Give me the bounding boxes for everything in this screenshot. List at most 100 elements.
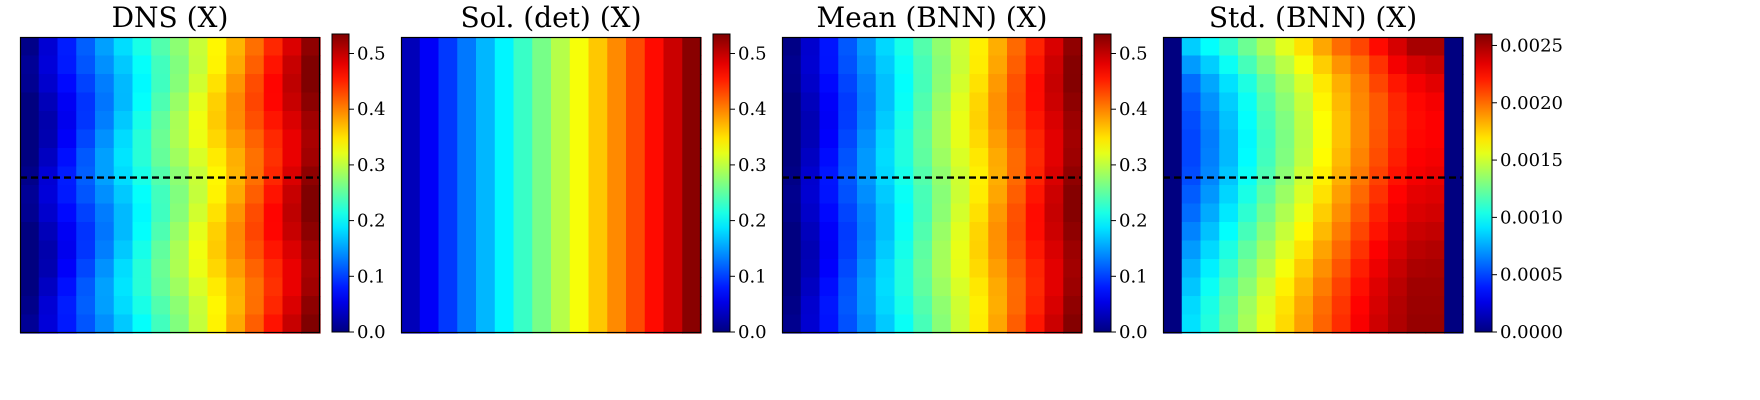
heatmap-cell [1313, 111, 1333, 131]
heatmap-cell [800, 222, 821, 242]
heatmap-cell [894, 259, 914, 279]
heatmap-cell [245, 277, 265, 297]
heatmap-cell [1163, 259, 1183, 279]
heatmap-cell [819, 259, 839, 279]
heatmap-cell [95, 296, 115, 316]
heatmap-cell [188, 277, 209, 297]
heatmap-cell [95, 111, 115, 131]
heatmap-cell [1369, 111, 1389, 131]
heatmap-cell [1275, 222, 1295, 242]
heatmap-cell [969, 314, 989, 334]
heatmap-cell [1444, 203, 1464, 223]
heatmap-cell [800, 37, 821, 57]
heatmap-cell [1425, 296, 1445, 316]
heatmap-cell [132, 259, 152, 279]
heatmap-cell [782, 314, 802, 334]
colorbar-tick-label: 0.3 [738, 155, 767, 176]
heatmap-cell [95, 74, 115, 94]
heatmap-cell [151, 203, 171, 223]
heatmap-cell [1181, 222, 1202, 242]
heatmap-cell [513, 74, 533, 94]
heatmap-cell [438, 203, 458, 223]
heatmap-cell [38, 314, 59, 334]
heatmap-cell [1294, 314, 1314, 334]
heatmap-cell [282, 129, 302, 149]
heatmap-cell [569, 166, 590, 186]
colorbar-tick-label: 0.4 [1119, 99, 1148, 120]
heatmap-cell [151, 92, 171, 112]
heatmap-cell [457, 148, 477, 168]
heatmap-cell [1063, 222, 1083, 242]
heatmap-cell [1406, 203, 1427, 223]
heatmap-cell [1025, 37, 1046, 57]
heatmap-cell [1444, 111, 1464, 131]
heatmap-cell [1256, 259, 1277, 279]
heatmap-cell [875, 277, 896, 297]
heatmap-cell [1275, 166, 1295, 186]
heatmap-cell [1200, 314, 1220, 334]
heatmap-cell [113, 203, 134, 223]
heatmap-cell [38, 129, 59, 149]
heatmap-cell [875, 240, 896, 260]
heatmap-cell [682, 37, 702, 57]
heatmap-cell [1444, 37, 1464, 57]
heatmap-cell [913, 148, 933, 168]
heatmap-cell [476, 277, 496, 297]
heatmap-cell [1331, 55, 1352, 75]
heatmap-cell [1313, 129, 1333, 149]
heatmap-cell [226, 185, 246, 205]
heatmap-cell [1388, 259, 1408, 279]
heatmap-cell [132, 129, 152, 149]
heatmap-cell [282, 222, 302, 242]
heatmap-cell [151, 259, 171, 279]
heatmap-cell [1425, 148, 1445, 168]
heatmap-cell [76, 111, 96, 131]
heatmap-cell [819, 277, 839, 297]
heatmap-cell [1331, 296, 1352, 316]
heatmap-cell [1063, 166, 1083, 186]
heatmap-cell [438, 74, 458, 94]
heatmap-cell [301, 185, 321, 205]
heatmap-cell [894, 277, 914, 297]
heatmap-cell [682, 203, 702, 223]
heatmap-cell [188, 240, 209, 260]
heatmap-cell [57, 129, 77, 149]
heatmap-cell [1063, 240, 1083, 260]
heatmap-cell [419, 55, 440, 75]
heatmap-cell [76, 55, 96, 75]
heatmap-cell [113, 185, 134, 205]
heatmap-cell [1181, 185, 1202, 205]
heatmap-cell [569, 314, 590, 334]
heatmap-cell [782, 222, 802, 242]
heatmap-cell [782, 185, 802, 205]
heatmap-cell [1219, 37, 1239, 57]
heatmap-cell [782, 129, 802, 149]
heatmap-cell [1350, 296, 1370, 316]
heatmap-cell [782, 296, 802, 316]
heatmap-cell [513, 37, 533, 57]
heatmap-cell [57, 111, 77, 131]
heatmap-cell [551, 222, 571, 242]
heatmap-cell [913, 166, 933, 186]
heatmap-cell [513, 129, 533, 149]
heatmap-cell [438, 259, 458, 279]
heatmap-cell [1238, 37, 1258, 57]
heatmap-cell [1369, 296, 1389, 316]
colorbar-tick-label: 0.4 [357, 99, 386, 120]
heatmap-cell [1388, 314, 1408, 334]
heatmap-cell [188, 222, 209, 242]
heatmap-cell [1331, 277, 1352, 297]
heatmap-cell [782, 55, 802, 75]
heatmap-cell [819, 37, 839, 57]
heatmap-cell [932, 277, 952, 297]
heatmap-cell [950, 277, 971, 297]
heatmap-cell [1181, 259, 1202, 279]
heatmap-cell [857, 314, 877, 334]
heatmap-cell [838, 203, 858, 223]
colorbar-tick-label: 0.3 [1119, 155, 1148, 176]
heatmap-cell [226, 55, 246, 75]
heatmap-cell [644, 259, 665, 279]
heatmap-cell [969, 55, 989, 75]
heatmap-cell [857, 129, 877, 149]
heatmap-cell [38, 277, 59, 297]
